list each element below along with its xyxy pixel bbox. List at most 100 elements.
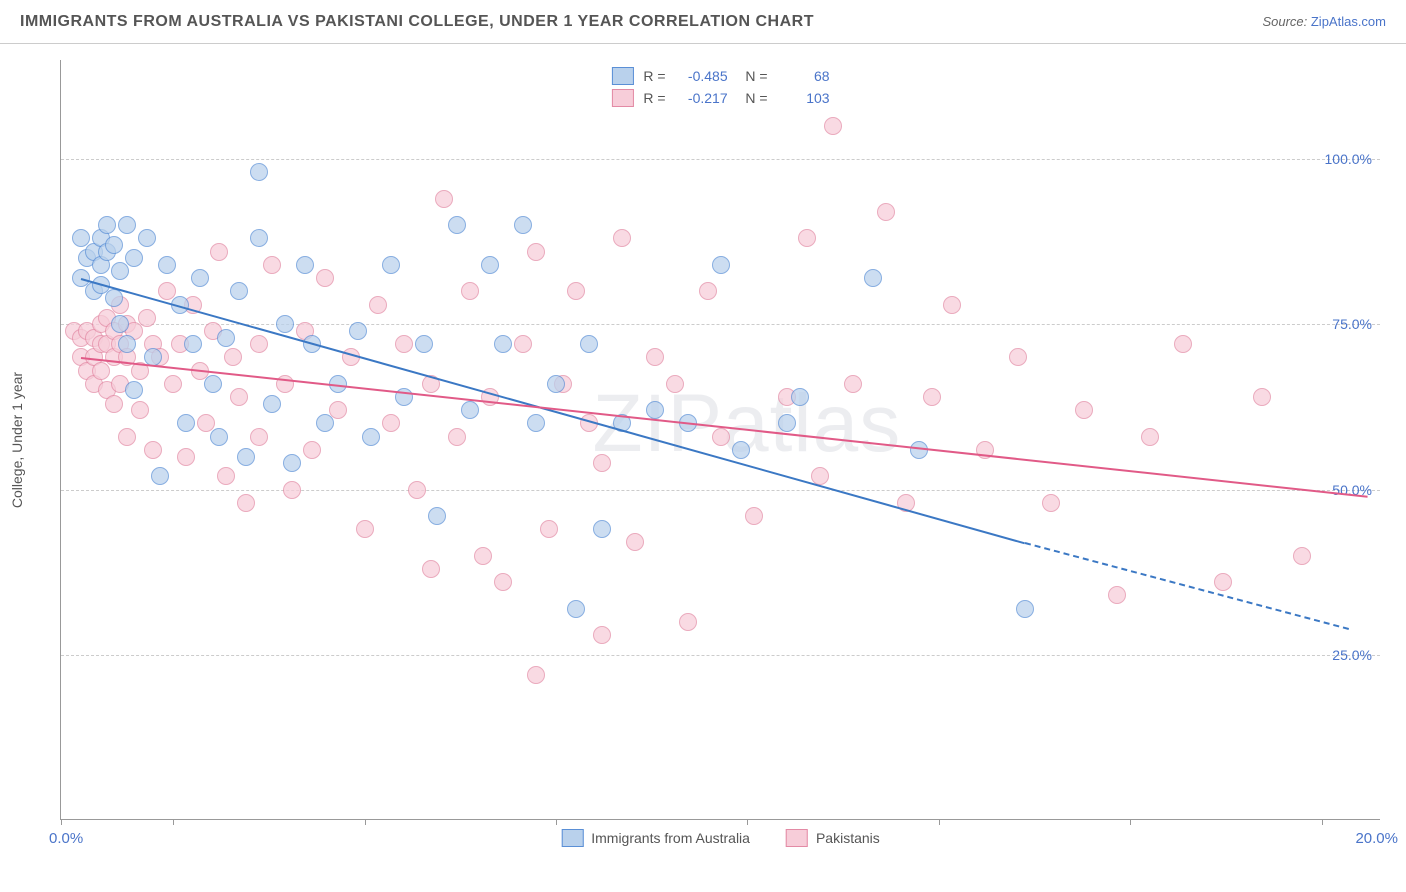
data-point-australia [547, 375, 565, 393]
y-tick-label: 100.0% [1325, 151, 1372, 167]
data-point-pakistani [824, 117, 842, 135]
data-point-pakistani [283, 481, 301, 499]
data-point-pakistani [224, 348, 242, 366]
legend-item-australia: Immigrants from Australia [561, 829, 750, 847]
data-point-pakistani [666, 375, 684, 393]
data-point-australia [111, 262, 129, 280]
legend-label-pakistani: Pakistanis [816, 830, 880, 846]
swatch-pakistani [611, 89, 633, 107]
data-point-pakistani [593, 626, 611, 644]
data-point-pakistani [1108, 586, 1126, 604]
y-axis-label: College, Under 1 year [9, 371, 25, 507]
gridline [61, 490, 1380, 491]
data-point-australia [276, 315, 294, 333]
data-point-australia [263, 395, 281, 413]
data-point-pakistani [217, 467, 235, 485]
data-point-australia [1016, 600, 1034, 618]
data-point-pakistani [303, 441, 321, 459]
data-point-pakistani [514, 335, 532, 353]
data-point-pakistani [540, 520, 558, 538]
data-point-pakistani [369, 296, 387, 314]
x-tick [939, 819, 940, 825]
x-axis-max-label: 20.0% [1355, 830, 1398, 847]
data-point-pakistani [1293, 547, 1311, 565]
data-point-pakistani [408, 481, 426, 499]
x-tick [747, 819, 748, 825]
data-point-australia [296, 256, 314, 274]
data-point-pakistani [138, 309, 156, 327]
correlation-row-australia: R = -0.485 N = 68 [611, 65, 829, 87]
data-point-pakistani [699, 282, 717, 300]
data-point-australia [105, 289, 123, 307]
data-point-pakistani [131, 401, 149, 419]
data-point-australia [778, 414, 796, 432]
scatter-plot-area: College, Under 1 year ZIPatlas R = -0.48… [60, 60, 1380, 820]
data-point-australia [428, 507, 446, 525]
data-point-australia [461, 401, 479, 419]
data-point-australia [646, 401, 664, 419]
data-point-pakistani [646, 348, 664, 366]
data-point-australia [125, 381, 143, 399]
source-attribution: Source: ZipAtlas.com [1262, 14, 1386, 29]
data-point-pakistani [679, 613, 697, 631]
data-point-australia [283, 454, 301, 472]
data-point-pakistani [250, 428, 268, 446]
data-point-australia [98, 216, 116, 234]
data-point-australia [105, 236, 123, 254]
data-point-pakistani [494, 573, 512, 591]
data-point-australia [481, 256, 499, 274]
data-point-pakistani [395, 335, 413, 353]
data-point-pakistani [230, 388, 248, 406]
data-point-pakistani [1009, 348, 1027, 366]
data-point-pakistani [105, 395, 123, 413]
data-point-pakistani [626, 533, 644, 551]
gridline [61, 655, 1380, 656]
data-point-pakistani [613, 229, 631, 247]
data-point-australia [250, 163, 268, 181]
x-axis-min-label: 0.0% [49, 830, 83, 847]
data-point-pakistani [435, 190, 453, 208]
source-link[interactable]: ZipAtlas.com [1311, 14, 1386, 29]
data-point-pakistani [1141, 428, 1159, 446]
data-point-australia [514, 216, 532, 234]
data-point-australia [382, 256, 400, 274]
data-point-australia [158, 256, 176, 274]
data-point-australia [791, 388, 809, 406]
legend-swatch-australia [561, 829, 583, 847]
y-tick-label: 25.0% [1332, 647, 1372, 663]
r-value-australia: -0.485 [676, 68, 728, 84]
chart-title: IMMIGRANTS FROM AUSTRALIA VS PAKISTANI C… [20, 13, 814, 31]
data-point-pakistani [593, 454, 611, 472]
n-value-australia: 68 [778, 68, 830, 84]
swatch-australia [611, 67, 633, 85]
data-point-australia [217, 329, 235, 347]
legend-label-australia: Immigrants from Australia [591, 830, 750, 846]
data-point-australia [415, 335, 433, 353]
data-point-australia [184, 335, 202, 353]
data-point-pakistani [1214, 573, 1232, 591]
data-point-australia [250, 229, 268, 247]
x-tick [61, 819, 62, 825]
data-point-pakistani [237, 494, 255, 512]
legend-swatch-pakistani [786, 829, 808, 847]
data-point-pakistani [798, 229, 816, 247]
data-point-pakistani [422, 560, 440, 578]
data-point-pakistani [329, 401, 347, 419]
data-point-australia [712, 256, 730, 274]
r-value-pakistani: -0.217 [676, 90, 728, 106]
data-point-pakistani [877, 203, 895, 221]
data-point-australia [349, 322, 367, 340]
data-point-pakistani [177, 448, 195, 466]
x-tick [1130, 819, 1131, 825]
data-point-pakistani [474, 547, 492, 565]
data-point-pakistani [1042, 494, 1060, 512]
trend-line [81, 278, 1025, 544]
data-point-pakistani [943, 296, 961, 314]
n-value-pakistani: 103 [778, 90, 830, 106]
data-point-australia [864, 269, 882, 287]
data-point-pakistani [461, 282, 479, 300]
data-point-pakistani [118, 428, 136, 446]
data-point-pakistani [712, 428, 730, 446]
series-legend: Immigrants from Australia Pakistanis [561, 829, 880, 847]
data-point-australia [448, 216, 466, 234]
